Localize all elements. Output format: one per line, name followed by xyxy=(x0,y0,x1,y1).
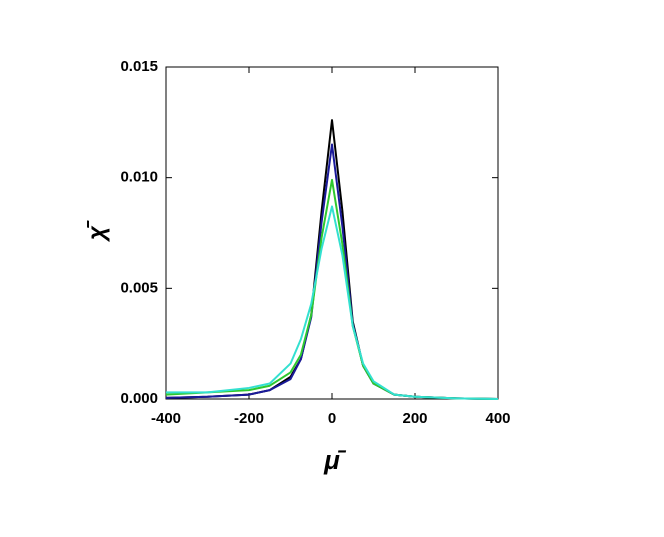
y-tick-label: 0.005 xyxy=(120,279,158,296)
series-line xyxy=(165,178,499,400)
y-tick-label: 0.015 xyxy=(120,58,158,75)
x-tick-label: -200 xyxy=(234,410,264,427)
series-line xyxy=(165,119,499,400)
y-tick-label: 0.010 xyxy=(120,169,158,186)
y-tick-label: 0.000 xyxy=(120,390,158,407)
x-tick-label: 400 xyxy=(485,410,510,427)
x-axis-label: μ̄ xyxy=(323,445,347,475)
series-line xyxy=(166,205,499,400)
x-tick-label: 0 xyxy=(328,410,336,427)
plot-frame xyxy=(165,66,499,400)
y-axis-label: χ̄ xyxy=(83,220,110,243)
x-tick-label: -400 xyxy=(151,410,181,427)
x-tick-label: 200 xyxy=(402,410,427,427)
